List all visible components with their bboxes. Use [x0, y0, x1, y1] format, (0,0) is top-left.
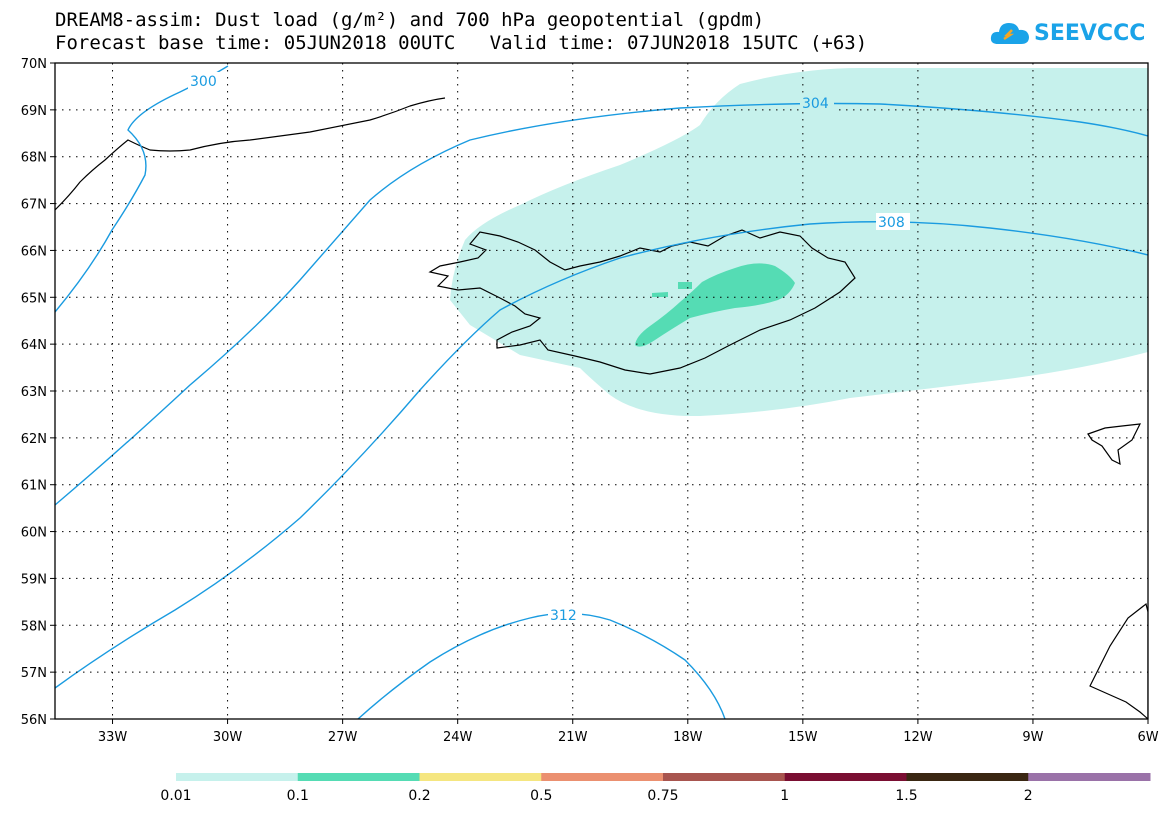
scotland-coastline — [1089, 602, 1148, 719]
lat-label: 61N — [21, 479, 47, 494]
lat-label: 56N — [21, 713, 47, 728]
dust-light-region — [450, 68, 1148, 417]
contour-300 — [55, 65, 229, 313]
contour-label-300: 300 — [190, 74, 217, 90]
lat-label: 63N — [21, 385, 47, 400]
colorbar-label: 1 — [780, 788, 789, 804]
colorbar-label: 1.5 — [895, 788, 917, 804]
contour-label-bg — [188, 72, 222, 89]
colorbar-label: 0.2 — [408, 788, 430, 804]
logo-text: SEEVCCC — [1034, 20, 1146, 46]
lat-label: 70N — [21, 57, 47, 72]
lat-label: 68N — [21, 151, 47, 166]
lat-label: 60N — [21, 526, 47, 541]
latitude-labels: 70N 69N 68N 67N 66N 65N 64N 63N 62N 61N 60N 59N 58N 5… — [21, 57, 47, 728]
colorbar-label: 0.5 — [530, 788, 552, 804]
colorbar-swatch — [541, 773, 664, 781]
axis-ticks — [50, 62, 1149, 724]
lat-label: 57N — [21, 666, 47, 681]
map-title: DREAM8-assim: Dust load (g/m²) and 700 h… — [55, 9, 765, 31]
cloud-icon — [990, 23, 1029, 44]
lat-label: 67N — [21, 198, 47, 213]
dust-medium-spot — [652, 292, 668, 297]
contour-312 — [357, 612, 726, 719]
colorbar-label: 2 — [1024, 788, 1033, 804]
colorbar-swatch — [419, 773, 542, 781]
contour-label-bg — [876, 213, 910, 230]
lon-label: 15W — [788, 730, 818, 745]
lon-label: 33W — [98, 730, 128, 745]
colorbar-swatch — [663, 773, 786, 781]
contour-label-bg — [548, 606, 582, 623]
lon-label: 18W — [673, 730, 703, 745]
lat-label: 62N — [21, 432, 47, 447]
colorbar-label: 0.75 — [647, 788, 678, 804]
colorbar-swatch — [176, 773, 299, 781]
lon-label: 24W — [443, 730, 473, 745]
colorbar-swatch — [1028, 773, 1151, 781]
lat-label: 58N — [21, 619, 47, 634]
contour-label-312: 312 — [550, 608, 577, 624]
lon-label: 21W — [558, 730, 588, 745]
lat-label: 64N — [21, 338, 47, 353]
seevccc-logo: SEEVCCC — [990, 18, 1145, 48]
lat-label: 65N — [21, 291, 47, 306]
colorbar — [176, 773, 1151, 781]
contour-label-bg — [800, 94, 834, 111]
colorbar-swatch — [906, 773, 1029, 781]
colorbar-swatch — [297, 773, 420, 781]
map-subtitle: Forecast base time: 05JUN2018 00UTC Vali… — [55, 32, 868, 54]
dust-medium-region — [635, 263, 795, 347]
faroe-coastline — [1087, 423, 1142, 466]
contour-label-308: 308 — [878, 215, 905, 231]
colorbar-swatch — [784, 773, 907, 781]
greenland-coastline — [55, 97, 446, 211]
lat-label: 59N — [21, 572, 47, 587]
longitude-labels: 33W 30W 27W 24W 21W 18W 15W 12W 9W 6W — [98, 730, 1159, 745]
lon-label: 6W — [1137, 730, 1158, 745]
lon-label: 9W — [1022, 730, 1043, 745]
colorbar-label: 0.1 — [287, 788, 309, 804]
gridlines — [55, 63, 1148, 719]
lon-label: 30W — [213, 730, 243, 745]
lon-label: 12W — [903, 730, 933, 745]
dust-medium-spot — [678, 282, 692, 289]
colorbar-labels: 0.01 0.1 0.2 0.5 0.75 1 1.5 2 — [160, 788, 1032, 804]
lon-label: 27W — [328, 730, 358, 745]
contour-308 — [55, 221, 1148, 689]
contour-304 — [55, 102, 1148, 506]
contour-label-304: 304 — [802, 96, 829, 112]
lat-label: 69N — [21, 104, 47, 119]
colorbar-label: 0.01 — [160, 788, 191, 804]
lat-label: 66N — [21, 244, 47, 259]
